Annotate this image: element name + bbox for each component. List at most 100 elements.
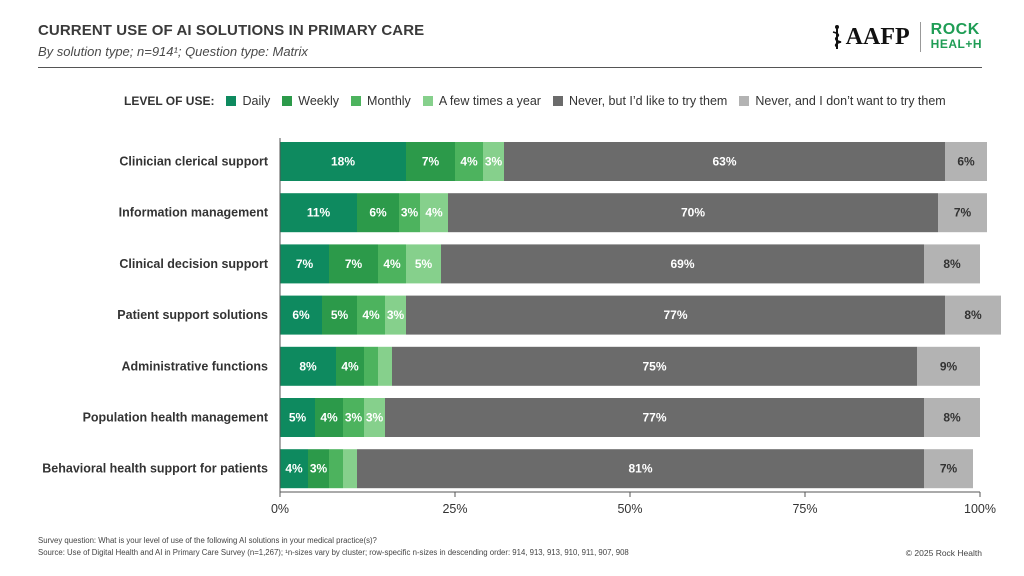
data-label-never-but-i-d-like-to-try-them-population-health-management: 77% xyxy=(642,411,666,425)
data-label-never-and-i-don-t-want-to-try-them-clinical-decision-support: 8% xyxy=(943,257,961,271)
data-label-monthly-patient-support-solutions: 4% xyxy=(362,308,380,322)
aafp-logo: AAFP xyxy=(830,24,910,51)
aafp-logo-text: AAFP xyxy=(845,23,910,50)
data-label-a-few-times-a-year-population-health-management: 3% xyxy=(366,411,384,425)
data-label-weekly-information-management: 6% xyxy=(369,206,387,220)
data-label-never-but-i-d-like-to-try-them-behavioral-health-support-for-patients: 81% xyxy=(628,462,652,476)
data-label-monthly-population-health-management: 3% xyxy=(345,411,363,425)
data-label-never-but-i-d-like-to-try-them-clinical-decision-support: 69% xyxy=(670,257,694,271)
copyright: © 2025 Rock Health xyxy=(905,548,982,558)
bar-segment-monthly-behavioral-health-support-for-patients xyxy=(329,449,343,489)
data-label-daily-behavioral-health-support-for-patients: 4% xyxy=(285,462,303,476)
data-label-never-and-i-don-t-want-to-try-them-behavioral-health-support-for-patients: 7% xyxy=(940,462,958,476)
data-label-weekly-behavioral-health-support-for-patients: 3% xyxy=(310,462,328,476)
page-title: CURRENT USE OF AI SOLUTIONS IN PRIMARY C… xyxy=(38,22,425,39)
source-note: Source: Use of Digital Health and AI in … xyxy=(38,548,629,557)
survey-question-note: Survey question: What is your level of u… xyxy=(38,536,377,545)
data-label-a-few-times-a-year-patient-support-solutions: 3% xyxy=(387,308,405,322)
data-label-weekly-patient-support-solutions: 5% xyxy=(331,308,349,322)
bar-segment-monthly-population-health-management xyxy=(343,398,364,437)
legend-item-daily: Daily xyxy=(226,94,270,108)
legend-title: LEVEL OF USE: xyxy=(124,94,215,108)
bar-segment-a-few-times-a-year-clinical-decision-support xyxy=(406,244,441,284)
x-tick-label-1: 25% xyxy=(442,502,467,516)
bar-segment-a-few-times-a-year-information-management xyxy=(420,193,448,233)
data-label-daily-administrative-functions: 8% xyxy=(299,359,317,373)
bar-segment-never-and-i-don-t-want-to-try-them-clinician-clerical-support xyxy=(945,142,987,181)
x-tick-label-3: 75% xyxy=(792,502,817,516)
bar-segment-daily-administrative-functions xyxy=(280,346,336,386)
data-label-a-few-times-a-year-clinician-clerical-support: 3% xyxy=(485,155,503,169)
rock-health-logo-line1: ROCK xyxy=(930,21,980,38)
bar-segment-weekly-administrative-functions xyxy=(336,346,364,386)
bar-segment-monthly-clinical-decision-support xyxy=(378,244,406,284)
data-label-never-but-i-d-like-to-try-them-patient-support-solutions: 77% xyxy=(663,308,687,322)
bar-segment-never-and-i-don-t-want-to-try-them-population-health-management xyxy=(924,398,980,437)
legend: LEVEL OF USE: Daily Weekly Monthly A few… xyxy=(124,94,946,108)
bar-segment-daily-population-health-management xyxy=(280,398,315,437)
x-tick-label-4: 100% xyxy=(964,502,996,516)
bar-segment-never-and-i-don-t-want-to-try-them-administrative-functions xyxy=(917,346,980,386)
data-label-weekly-administrative-functions: 4% xyxy=(341,359,359,373)
bar-segment-weekly-clinician-clerical-support xyxy=(406,142,455,181)
bar-segment-never-but-i-d-like-to-try-them-patient-support-solutions xyxy=(406,295,945,335)
data-label-never-and-i-don-t-want-to-try-them-clinician-clerical-support: 6% xyxy=(957,155,975,169)
bar-segment-monthly-patient-support-solutions xyxy=(357,295,385,335)
data-label-never-and-i-don-t-want-to-try-them-patient-support-solutions: 8% xyxy=(964,308,982,322)
data-label-never-but-i-d-like-to-try-them-clinician-clerical-support: 63% xyxy=(712,155,736,169)
legend-label-never-would-try: Never, but I’d like to try them xyxy=(568,94,728,108)
legend-label-never-would-not-try: Never, and I don’t want to try them xyxy=(755,94,946,108)
bar-segment-weekly-information-management xyxy=(357,193,399,233)
category-label-information-management: Information management xyxy=(119,206,269,220)
bar-segment-weekly-patient-support-solutions xyxy=(322,295,357,335)
legend-swatch-few-times-a-year xyxy=(422,96,433,106)
legend-item-few-times-a-year: A few times a year xyxy=(422,94,541,108)
bar-segment-never-but-i-d-like-to-try-them-population-health-management xyxy=(385,398,924,437)
bar-segment-a-few-times-a-year-patient-support-solutions xyxy=(385,295,406,335)
bar-segment-never-and-i-don-t-want-to-try-them-information-management xyxy=(938,193,987,233)
category-label-administrative-functions: Administrative functions xyxy=(121,359,268,373)
legend-swatch-never-would-try xyxy=(552,96,563,106)
bar-segment-never-but-i-d-like-to-try-them-administrative-functions xyxy=(392,346,917,386)
category-label-clinical-decision-support: Clinical decision support xyxy=(119,257,268,271)
data-label-never-and-i-don-t-want-to-try-them-administrative-functions: 9% xyxy=(940,359,958,373)
legend-swatch-daily xyxy=(226,96,237,106)
category-label-behavioral-health-support-for-patients: Behavioral health support for patients xyxy=(42,462,268,476)
legend-item-never-would-not-try: Never, and I don’t want to try them xyxy=(739,94,946,108)
data-label-daily-information-management: 11% xyxy=(307,206,331,220)
category-label-clinician-clerical-support: Clinician clerical support xyxy=(119,155,268,169)
rock-health-logo-line2: HEAL+H xyxy=(930,37,982,51)
data-label-a-few-times-a-year-information-management: 4% xyxy=(425,206,443,220)
data-label-a-few-times-a-year-clinical-decision-support: 5% xyxy=(415,257,433,271)
data-label-monthly-clinical-decision-support: 4% xyxy=(383,257,401,271)
bar-segment-weekly-population-health-management xyxy=(315,398,343,437)
bar-segment-never-but-i-d-like-to-try-them-clinician-clerical-support xyxy=(504,142,945,181)
bar-segment-never-and-i-don-t-want-to-try-them-patient-support-solutions xyxy=(945,295,1001,335)
x-tick-label-2: 50% xyxy=(617,502,642,516)
bar-segment-a-few-times-a-year-administrative-functions xyxy=(378,346,392,386)
logo-group: AAFP ROCK HEAL+H xyxy=(830,22,982,52)
legend-swatch-weekly xyxy=(282,96,293,106)
data-label-daily-population-health-management: 5% xyxy=(289,411,307,425)
data-label-never-and-i-don-t-want-to-try-them-information-management: 7% xyxy=(954,206,972,220)
bar-segment-never-but-i-d-like-to-try-them-behavioral-health-support-for-patients xyxy=(357,449,924,489)
bar-segment-daily-clinical-decision-support xyxy=(280,244,329,284)
bar-segment-daily-behavioral-health-support-for-patients xyxy=(280,449,308,489)
rock-health-logo: ROCK HEAL+H xyxy=(930,21,982,52)
bar-segment-never-and-i-don-t-want-to-try-them-clinical-decision-support xyxy=(924,244,980,284)
category-label-population-health-management: Population health management xyxy=(83,411,269,425)
bar-segment-daily-information-management xyxy=(280,193,357,233)
legend-label-daily: Daily xyxy=(242,94,271,108)
data-label-daily-clinician-clerical-support: 18% xyxy=(331,155,355,169)
data-label-weekly-clinician-clerical-support: 7% xyxy=(422,155,440,169)
legend-swatch-never-would-not-try xyxy=(739,96,750,106)
data-label-weekly-clinical-decision-support: 7% xyxy=(345,257,363,271)
legend-item-weekly: Weekly xyxy=(282,94,339,108)
bar-segment-monthly-clinician-clerical-support xyxy=(455,142,483,181)
data-label-never-but-i-d-like-to-try-them-information-management: 70% xyxy=(681,206,705,220)
bar-segment-weekly-clinical-decision-support xyxy=(329,244,378,284)
bar-segment-a-few-times-a-year-population-health-management xyxy=(364,398,385,437)
bar-segment-daily-patient-support-solutions xyxy=(280,295,322,335)
bar-segment-never-and-i-don-t-want-to-try-them-behavioral-health-support-for-patients xyxy=(924,449,973,489)
